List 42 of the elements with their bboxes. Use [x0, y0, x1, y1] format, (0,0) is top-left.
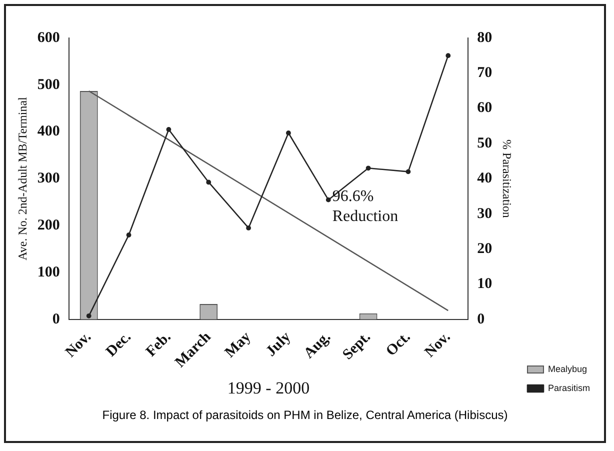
- point: [366, 166, 371, 171]
- y-tick-label: 500: [37, 76, 60, 93]
- y2-tick-label: 60: [477, 100, 492, 116]
- point: [166, 127, 172, 132]
- y2-tick-label: 70: [477, 65, 492, 82]
- y2-tick-label: 40: [477, 170, 492, 187]
- y-tick-label: 300: [37, 170, 60, 187]
- x-tick-label: Nov.: [62, 328, 95, 361]
- x-tick-label: Sept.: [340, 328, 374, 364]
- y2-tick-label: 80: [477, 30, 492, 46]
- x-tick-label: May: [222, 328, 254, 361]
- point: [246, 226, 251, 230]
- x-axis-title: 1999 - 2000: [227, 378, 310, 398]
- point: [206, 180, 212, 185]
- caption: Figure 8. Impact of parasitoids on PHM in Belize, Central America (Hibiscus): [101, 408, 509, 422]
- x-tick-label: Aug.: [301, 328, 334, 362]
- x-tick-label: Feb.: [143, 328, 174, 360]
- x-tick-label: Dec.: [103, 328, 135, 360]
- y2-tick-label: 20: [477, 240, 492, 257]
- point: [406, 169, 411, 174]
- y-tick-label: 600: [37, 30, 60, 46]
- y-tick-label: 100: [37, 264, 60, 280]
- point: [326, 197, 331, 202]
- annotation: 96.6% Reduction: [332, 188, 398, 226]
- point: [446, 53, 451, 58]
- legend-label: Parasitism: [548, 382, 590, 393]
- point: [126, 232, 132, 238]
- point: [286, 130, 291, 136]
- y2-tick-label: 30: [477, 206, 492, 222]
- x-tick-label: Nov.: [422, 328, 454, 361]
- x-tick-label: July: [263, 328, 294, 360]
- y2-tick-label: 0: [477, 311, 485, 328]
- y2-tick-label: 10: [477, 276, 492, 292]
- x-tick-label: Oct.: [383, 328, 414, 360]
- point: [86, 313, 92, 318]
- y2-axis-title: % Parasitization: [500, 140, 514, 218]
- y-tick-label: 200: [37, 218, 60, 234]
- y2-tick-label: 50: [477, 135, 492, 152]
- y-tick-label: 400: [37, 124, 60, 140]
- legend-label: Mealybug: [548, 364, 588, 374]
- y-axis-title: Ave. No. 2nd-Adult MB/Terminal: [15, 96, 30, 260]
- y-tick-label: 0: [52, 311, 60, 328]
